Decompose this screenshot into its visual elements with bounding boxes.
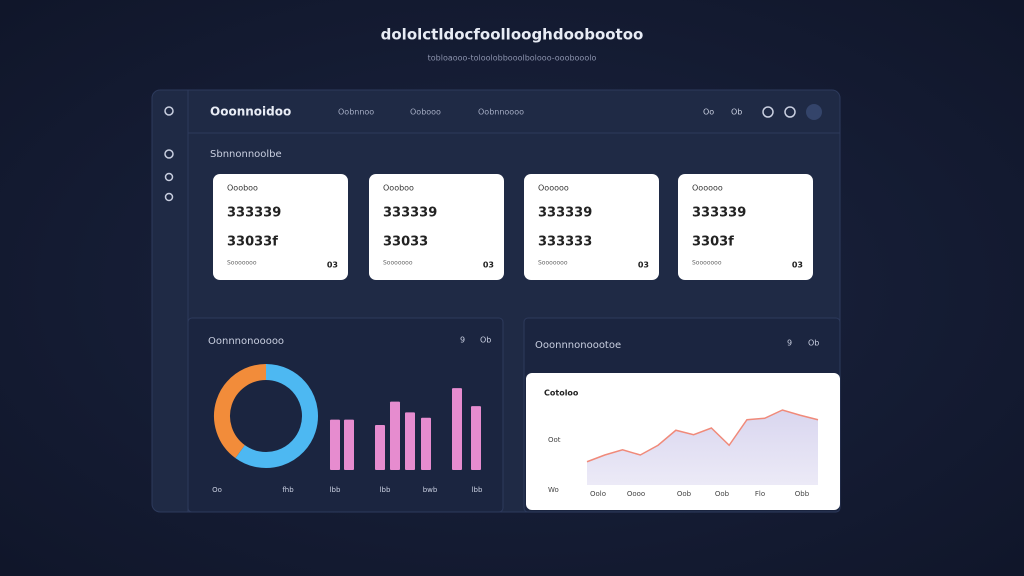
card-label: Oooboo [227, 184, 258, 193]
bar [330, 419, 340, 470]
top-icon[interactable]: Oo [703, 108, 714, 117]
page-subtitle: tobloaooo-toloolobbooolbolooo-ooobooolo [428, 54, 597, 63]
card-badge: 03 [327, 261, 338, 270]
panel-icon[interactable]: 9 [787, 339, 792, 348]
toolbar-icon[interactable] [784, 106, 796, 118]
brand: Ooonnoidoo [210, 105, 291, 119]
bar [390, 401, 400, 470]
stat-card [678, 174, 813, 280]
card-label: Oooooo [692, 184, 723, 193]
donut-segment [235, 364, 318, 468]
bar [375, 425, 385, 470]
donut-segment [214, 364, 267, 459]
card-value: 333339 [692, 206, 746, 221]
card-footer: Sooooooo [538, 260, 568, 267]
panel-icon[interactable]: Ob [480, 336, 491, 345]
card-footer: Sooooooo [383, 260, 413, 267]
y-label: Wo [548, 486, 559, 494]
area [587, 410, 818, 485]
card-change: 33033f [227, 235, 278, 250]
card-label: Cotoloo [544, 389, 579, 398]
bar [344, 419, 354, 470]
stat-card [524, 174, 659, 280]
card-value: 333339 [227, 206, 281, 221]
card-change: 33033 [383, 235, 428, 250]
panel-title: Oonnnonooooo [208, 336, 284, 347]
bar [471, 406, 481, 470]
card-footer: Sooooooo [692, 260, 722, 267]
sidebar-icon[interactable] [164, 192, 174, 202]
avatar[interactable] [806, 104, 822, 120]
nav-item[interactable]: Oobnnoo [338, 108, 374, 117]
card-badge: 03 [483, 261, 494, 270]
x-label: bwb [423, 486, 438, 494]
card-footer: Sooooooo [227, 260, 257, 267]
x-label: lbb [472, 486, 483, 494]
nav-item[interactable]: Oobnnoooo [478, 108, 524, 117]
card-label: Oooooo [538, 184, 569, 193]
page-title: dololctldocfoollooghdoobootoo [381, 26, 644, 44]
x-label: lbb [330, 486, 341, 494]
x-label: fhb [282, 486, 294, 494]
sidebar-icon[interactable] [164, 172, 174, 182]
card-badge: 03 [792, 261, 803, 270]
card-badge: 03 [638, 261, 649, 270]
x-label: Oob [677, 490, 692, 498]
bar [452, 388, 462, 470]
x-label: Oo [212, 486, 222, 494]
top-icon[interactable]: Ob [731, 108, 742, 117]
card-label: Oooboo [383, 184, 414, 193]
panel-icon[interactable]: 9 [460, 336, 465, 345]
bar [405, 412, 415, 470]
card-value: 333339 [538, 206, 592, 221]
stat-card [213, 174, 348, 280]
sidebar-icon[interactable] [164, 106, 174, 116]
x-label: Oooo [627, 490, 645, 498]
card-change: 3303f [692, 235, 734, 250]
x-label: Flo [755, 490, 765, 498]
nav-item[interactable]: Oobooo [410, 108, 441, 117]
bar [421, 417, 431, 470]
x-label: Obb [795, 490, 810, 498]
stat-card [369, 174, 504, 280]
card-value: 333339 [383, 206, 437, 221]
x-label: Oob [715, 490, 730, 498]
section-title: Sbnnonnoolbe [210, 149, 282, 160]
card-change: 333333 [538, 235, 592, 250]
y-label: Oot [548, 436, 561, 444]
panel-icon[interactable]: Ob [808, 339, 819, 348]
x-label: lbb [380, 486, 391, 494]
toolbar-icon[interactable] [762, 106, 774, 118]
x-label: Oolo [590, 490, 606, 498]
line [586, 409, 819, 463]
panel-title: Ooonnnonoootoe [535, 340, 621, 351]
sidebar-icon[interactable] [164, 149, 174, 159]
